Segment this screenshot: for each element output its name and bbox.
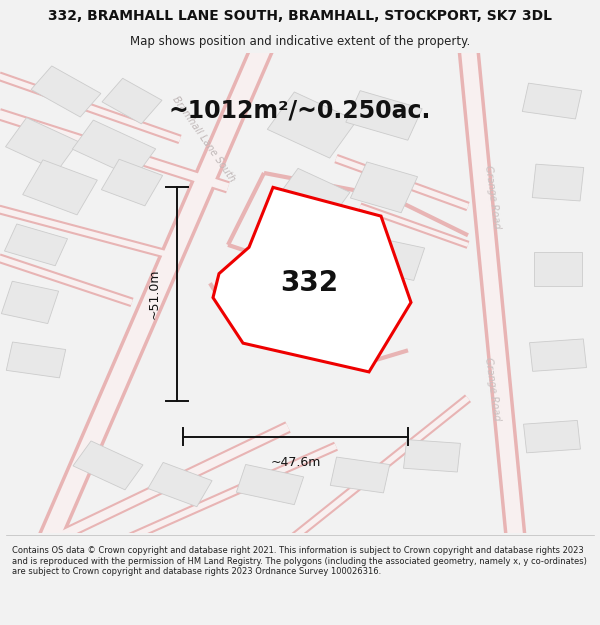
Polygon shape (31, 66, 101, 117)
Text: Grange Road: Grange Road (482, 164, 502, 229)
Polygon shape (264, 296, 336, 347)
Text: ~1012m²/~0.250ac.: ~1012m²/~0.250ac. (169, 99, 431, 122)
Polygon shape (101, 159, 163, 206)
Polygon shape (530, 339, 586, 371)
Polygon shape (268, 234, 332, 285)
Polygon shape (522, 83, 582, 119)
Polygon shape (268, 92, 356, 158)
Text: Grange Road: Grange Road (482, 356, 502, 421)
Polygon shape (213, 188, 411, 372)
Polygon shape (532, 164, 584, 201)
Polygon shape (404, 439, 460, 472)
Polygon shape (524, 421, 580, 453)
Text: Bramhall Lane South: Bramhall Lane South (170, 95, 238, 184)
Polygon shape (6, 342, 66, 378)
Text: Map shows position and indicative extent of the property.: Map shows position and indicative extent… (130, 35, 470, 48)
Polygon shape (367, 238, 425, 281)
Polygon shape (148, 462, 212, 507)
Text: ~51.0m: ~51.0m (148, 269, 161, 319)
Polygon shape (534, 252, 582, 286)
Polygon shape (102, 78, 162, 124)
Polygon shape (4, 224, 68, 266)
Polygon shape (73, 441, 143, 490)
Polygon shape (350, 162, 418, 212)
Text: 332: 332 (280, 269, 338, 298)
Polygon shape (23, 160, 97, 215)
Polygon shape (346, 91, 422, 140)
Polygon shape (330, 457, 390, 493)
Polygon shape (5, 118, 79, 171)
Text: 332, BRAMHALL LANE SOUTH, BRAMHALL, STOCKPORT, SK7 3DL: 332, BRAMHALL LANE SOUTH, BRAMHALL, STOC… (48, 9, 552, 23)
Polygon shape (1, 281, 59, 324)
Polygon shape (73, 120, 155, 178)
Text: ~47.6m: ~47.6m (271, 456, 320, 469)
Polygon shape (274, 168, 350, 226)
Polygon shape (236, 464, 304, 504)
Text: Contains OS data © Crown copyright and database right 2021. This information is : Contains OS data © Crown copyright and d… (12, 546, 587, 576)
